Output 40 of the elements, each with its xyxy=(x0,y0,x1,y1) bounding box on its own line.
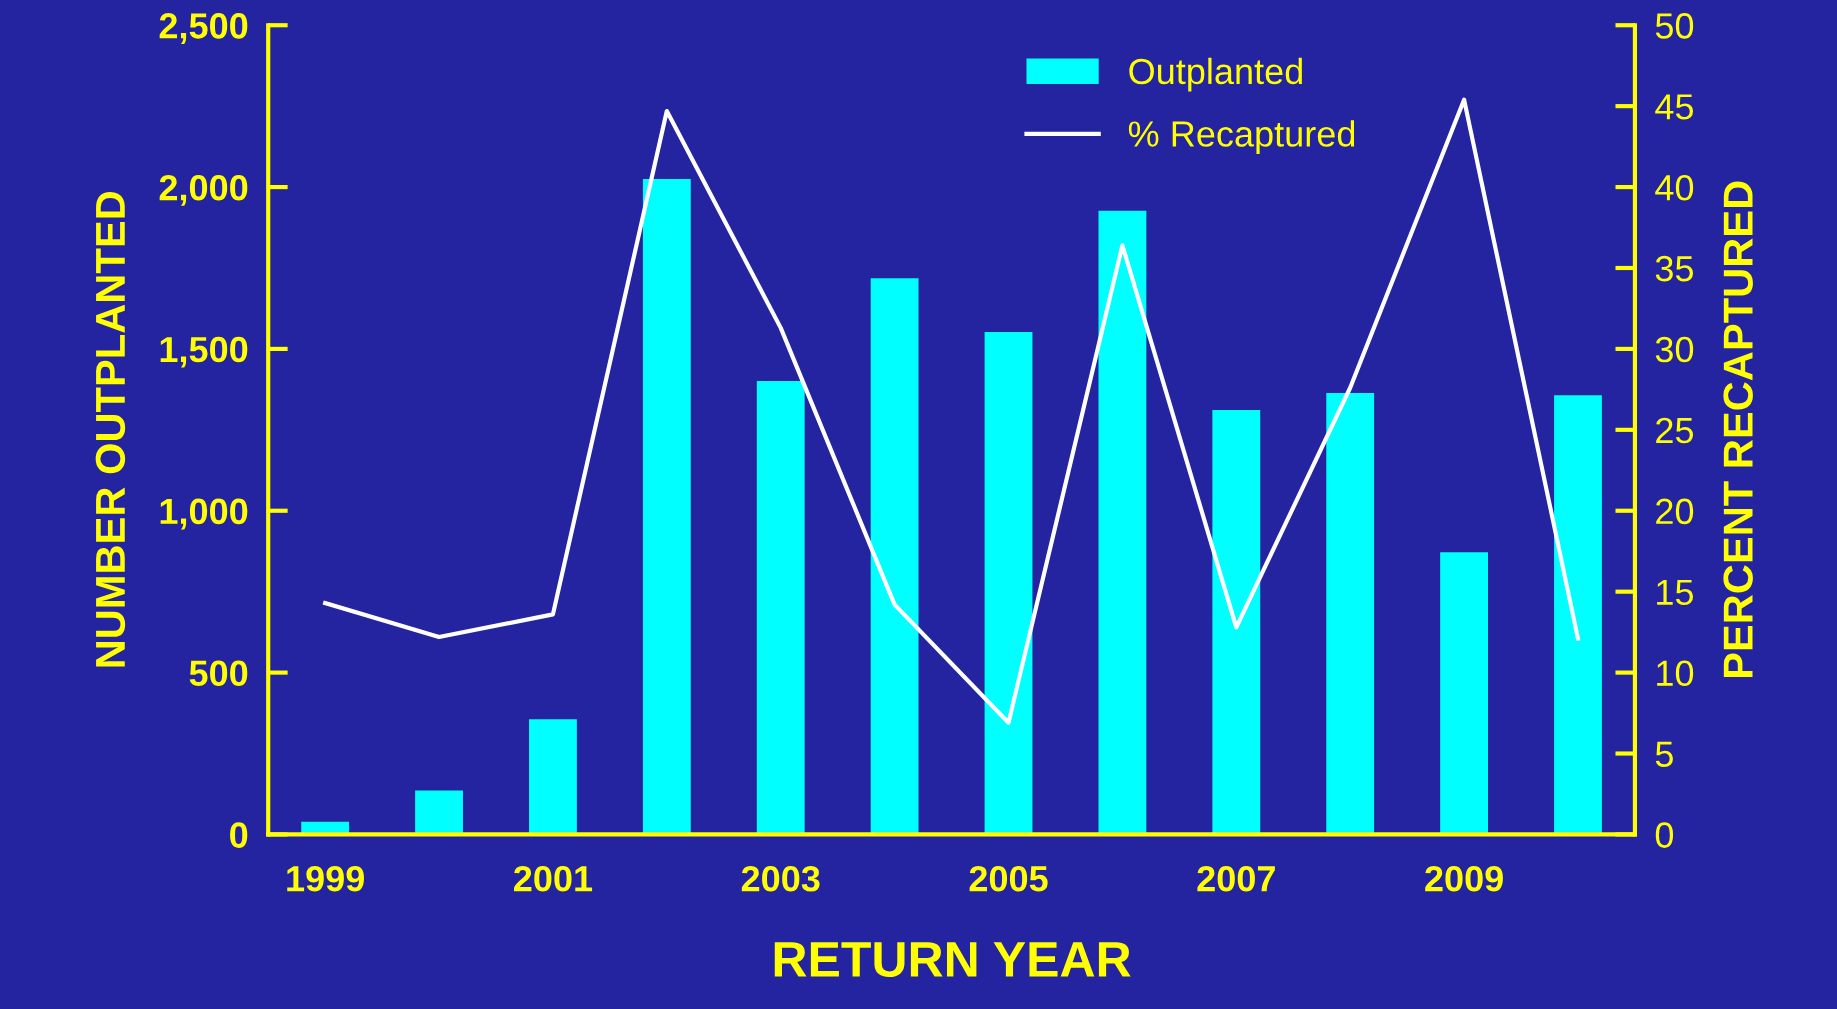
y2-axis-title: PERCENT RECAPTURED xyxy=(1723,181,1753,678)
y-tick-label: 0 xyxy=(230,822,248,848)
bar xyxy=(1440,552,1489,835)
line-series xyxy=(323,97,1581,725)
y-tick-label: 2,500 xyxy=(159,13,248,44)
bar xyxy=(756,380,805,835)
bar xyxy=(1326,392,1375,835)
bar xyxy=(984,332,1033,835)
legend-label: % Recaptured xyxy=(1128,120,1355,154)
y-tick-label: 500 xyxy=(189,660,248,687)
y-tick-label: 1,000 xyxy=(160,498,248,530)
bar xyxy=(415,790,463,835)
y2-tick-label: 35 xyxy=(1655,255,1694,282)
y-axis-title: NUMBER OUTPLANTED xyxy=(95,192,126,667)
legend-label: Outplanted xyxy=(1129,57,1302,92)
y2-tick-label: 10 xyxy=(1657,660,1694,687)
y2-tick-label: 5 xyxy=(1655,741,1673,767)
bar xyxy=(1212,410,1261,835)
x-tick-label: 2001 xyxy=(514,865,593,892)
bar xyxy=(642,178,691,835)
y2-tick-label: 15 xyxy=(1657,579,1694,606)
y2-tick-label: 40 xyxy=(1655,174,1694,201)
y-tick-label: 2,000 xyxy=(159,174,248,206)
bar xyxy=(1554,395,1602,835)
y2-tick-label: 25 xyxy=(1656,417,1694,444)
x-tick-label: 1999 xyxy=(287,865,364,892)
y2-tick-label: 0 xyxy=(1655,822,1674,848)
x-axis-title: RETURN YEAR xyxy=(774,942,1131,978)
bar xyxy=(1098,210,1147,835)
x-tick-label: 2003 xyxy=(741,865,820,892)
x-tick-label: 2005 xyxy=(969,865,1048,892)
y2-tick-label: 20 xyxy=(1656,498,1694,525)
x-tick-label: 2009 xyxy=(1425,865,1503,892)
y-tick-label: 1,500 xyxy=(160,336,248,368)
bar xyxy=(529,719,577,835)
y2-tick-label: 30 xyxy=(1655,336,1694,363)
x-tick-label: 2007 xyxy=(1197,865,1275,892)
y2-tick-label: 45 xyxy=(1655,94,1694,120)
bar xyxy=(870,278,919,835)
y2-tick-label: 50 xyxy=(1655,13,1694,39)
